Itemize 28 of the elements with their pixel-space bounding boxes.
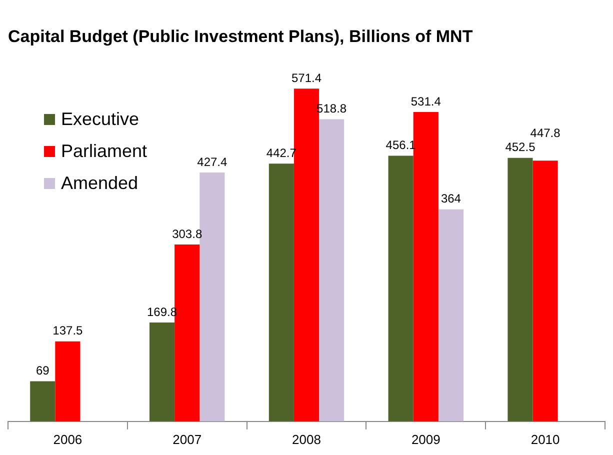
bar [174, 244, 200, 422]
legend-label: Executive [61, 108, 140, 130]
chart-title: Capital Budget (Public Investment Plans), Billions of MNT [8, 26, 473, 48]
bar [30, 381, 56, 422]
x-tick-label: 2008 [292, 432, 321, 447]
x-tick-label: 2009 [411, 432, 440, 447]
x-tick-label: 2006 [53, 432, 82, 447]
bar [532, 160, 558, 422]
data-label: 427.4 [197, 154, 228, 169]
bar [438, 209, 464, 422]
bar [149, 322, 175, 422]
data-label: 571.4 [291, 70, 322, 85]
data-label: 452.5 [505, 140, 536, 154]
data-label: 303.8 [172, 226, 202, 241]
data-label: 531.4 [410, 94, 442, 108]
bar [508, 158, 533, 422]
data-label: 364 [440, 192, 462, 206]
bar [319, 119, 344, 422]
bar [55, 341, 80, 422]
data-label: 447.8 [530, 126, 561, 140]
data-label: 137.5 [52, 324, 84, 338]
legend-label: Amended [61, 172, 138, 194]
data-label: 69 [36, 364, 50, 378]
x-tick-label: 2007 [172, 432, 202, 447]
bar [268, 164, 294, 422]
bar [388, 156, 414, 422]
legend-label: Parliament [61, 140, 148, 162]
x-tick-label: 2010 [530, 432, 560, 447]
